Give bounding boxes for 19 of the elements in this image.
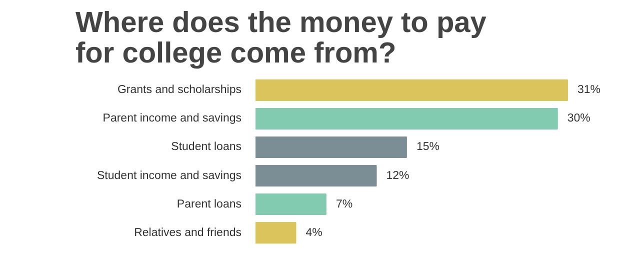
bar: [256, 222, 296, 244]
data-label: 12%: [386, 170, 410, 182]
chart-title: Where does the money to pay for college come from?: [76, 7, 486, 70]
data-label: 31%: [577, 84, 600, 96]
y-tick-label: Parent income and savings: [102, 112, 242, 125]
bar: [256, 136, 407, 158]
y-tick-label: Student income and savings: [97, 170, 242, 182]
bar: [256, 108, 558, 130]
y-tick-label: Grants and scholarships: [117, 84, 242, 96]
bar: [256, 194, 326, 216]
bar: [256, 79, 568, 101]
y-tick-label: Parent loans: [176, 198, 242, 210]
y-tick-label: Student loans: [171, 141, 242, 154]
data-label: 7%: [336, 198, 353, 210]
data-label: 30%: [567, 112, 590, 125]
data-label: 4%: [306, 226, 322, 239]
data-label: 15%: [416, 141, 440, 154]
bar: [256, 164, 377, 187]
y-tick-label: Relatives and friends: [134, 226, 242, 239]
